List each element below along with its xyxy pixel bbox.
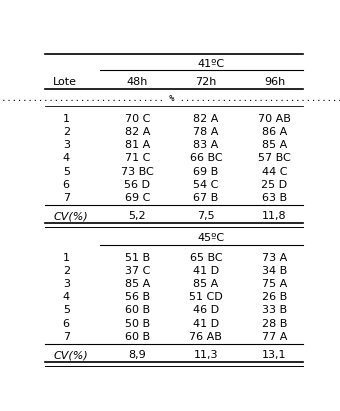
Text: 69 B: 69 B (193, 166, 219, 177)
Text: 75 A: 75 A (262, 279, 287, 289)
Text: 63 B: 63 B (262, 193, 287, 203)
Text: 11,3: 11,3 (193, 350, 218, 360)
Text: 69 C: 69 C (125, 193, 150, 203)
Text: 50 B: 50 B (125, 319, 150, 328)
Text: 41 D: 41 D (193, 266, 219, 276)
Text: 45ºC: 45ºC (198, 233, 225, 243)
Text: 57 BC: 57 BC (258, 153, 291, 164)
Text: 3: 3 (63, 140, 70, 150)
Text: 81 A: 81 A (125, 140, 150, 150)
Text: 72h: 72h (195, 76, 217, 87)
Text: 28 B: 28 B (262, 319, 287, 328)
Text: 41ºC: 41ºC (198, 59, 225, 69)
Text: 78 A: 78 A (193, 127, 219, 137)
Text: 46 D: 46 D (193, 305, 219, 315)
Text: 25 D: 25 D (261, 180, 287, 190)
Text: 70 C: 70 C (125, 114, 150, 124)
Text: 82 A: 82 A (193, 114, 219, 124)
Text: 76 AB: 76 AB (189, 332, 222, 342)
Text: CV(%): CV(%) (53, 211, 88, 221)
Text: 4: 4 (63, 292, 70, 302)
Text: 37 C: 37 C (125, 266, 150, 276)
Text: 2: 2 (63, 127, 70, 137)
Text: 85 A: 85 A (125, 279, 150, 289)
Text: 7: 7 (63, 193, 70, 203)
Text: 71 C: 71 C (125, 153, 150, 164)
Text: 65 BC: 65 BC (190, 253, 222, 263)
Text: 5: 5 (63, 305, 70, 315)
Text: 56 B: 56 B (125, 292, 150, 302)
Text: 4: 4 (63, 153, 70, 164)
Text: 60 B: 60 B (125, 332, 150, 342)
Text: ................................ % .................................: ................................ % .....… (0, 94, 340, 103)
Text: 41 D: 41 D (193, 319, 219, 328)
Text: 70 AB: 70 AB (258, 114, 291, 124)
Text: 73 BC: 73 BC (121, 166, 154, 177)
Text: 51 B: 51 B (125, 253, 150, 263)
Text: 73 A: 73 A (262, 253, 287, 263)
Text: 54 C: 54 C (193, 180, 219, 190)
Text: 85 A: 85 A (193, 279, 219, 289)
Text: 33 B: 33 B (262, 305, 287, 315)
Text: 8,9: 8,9 (129, 350, 146, 360)
Text: 83 A: 83 A (193, 140, 219, 150)
Text: 48h: 48h (127, 76, 148, 87)
Text: 11,8: 11,8 (262, 211, 287, 221)
Text: 86 A: 86 A (262, 127, 287, 137)
Text: 44 C: 44 C (262, 166, 287, 177)
Text: Lote: Lote (53, 76, 77, 87)
Text: 96h: 96h (264, 76, 285, 87)
Text: 56 D: 56 D (124, 180, 150, 190)
Text: 5: 5 (63, 166, 70, 177)
Text: 2: 2 (63, 266, 70, 276)
Text: 26 B: 26 B (262, 292, 287, 302)
Text: 51 CD: 51 CD (189, 292, 223, 302)
Text: 7: 7 (63, 332, 70, 342)
Text: 60 B: 60 B (125, 305, 150, 315)
Text: 82 A: 82 A (125, 127, 150, 137)
Text: 67 B: 67 B (193, 193, 219, 203)
Text: 85 A: 85 A (262, 140, 287, 150)
Text: 5,2: 5,2 (129, 211, 146, 221)
Text: 6: 6 (63, 180, 70, 190)
Text: 1: 1 (63, 114, 70, 124)
Text: 3: 3 (63, 279, 70, 289)
Text: 6: 6 (63, 319, 70, 328)
Text: CV(%): CV(%) (53, 350, 88, 360)
Text: 66 BC: 66 BC (190, 153, 222, 164)
Text: 34 B: 34 B (262, 266, 287, 276)
Text: 77 A: 77 A (262, 332, 287, 342)
Text: 13,1: 13,1 (262, 350, 287, 360)
Text: 7,5: 7,5 (197, 211, 215, 221)
Text: 1: 1 (63, 253, 70, 263)
